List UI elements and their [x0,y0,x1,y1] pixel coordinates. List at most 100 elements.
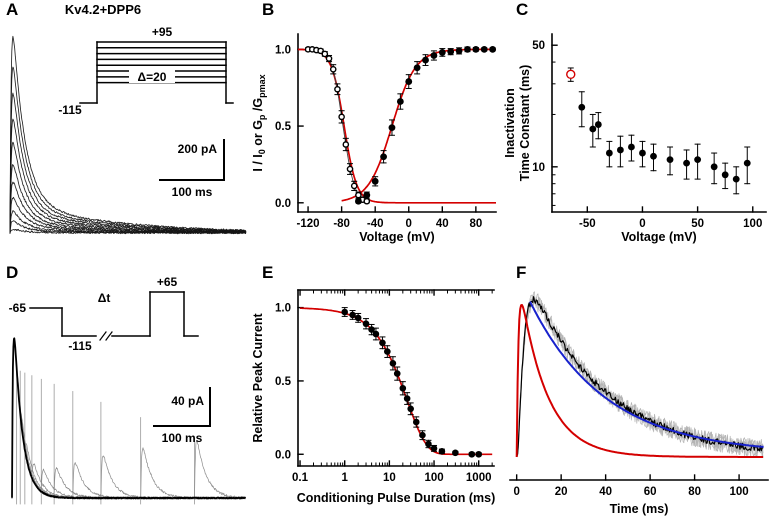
x-axis-label: Voltage (mV) [359,230,434,244]
relative-peak-current-point [425,441,432,448]
y-axis-label: Relative Peak Current [251,313,265,443]
panel-d-letter: D [6,264,18,281]
inactivation-time-constant-point [578,104,585,111]
normalized-peak-conductance-point [464,46,471,53]
x-tick-label: 100 [729,486,748,498]
inactivation-time-constant-point [744,160,751,167]
x-tick-label: 1000 [466,472,492,484]
inactivation-boltzmann-curve [298,49,496,202]
normalized-peak-conductance-point [472,46,479,53]
mean-trace [517,297,763,457]
inactivation-time-constant-point [711,163,718,170]
recovery-time-constant-point [567,70,575,78]
x-tick-label: 50 [691,218,704,230]
x-tick-label: 0.1 [292,472,309,484]
normalized-peak-conductance-point [414,64,421,71]
panel-e-plot: 0.1 1 10 100 1000 0.0 0.5 1.0 Conditioning Pulse… [250,262,502,524]
x-tick-label: 1 [342,472,349,484]
scalebar-current-label: 40 pA [171,394,204,408]
scalebar-time-label: 100 ms [162,431,203,445]
x-tick-label: 80 [688,486,701,498]
normalized-peak-conductance-point [422,57,429,64]
normalized-peak-conductance-point [397,98,404,105]
panel-b: B -120 -80 -40 0 40 80 0.0 0.5 1.0 Voltage (mV) I … [250,0,502,262]
panel-a-letter: A [6,1,18,18]
y-axis-label: I / I0 or Gp /Gpmax [251,74,267,171]
panel-a-plot: +95 Δ=20 -115 200 pA 100 ms [0,0,250,262]
y-tick-label: 1.0 [275,303,291,315]
relative-peak-current-point [390,360,397,367]
relative-peak-current-point [468,451,475,458]
normalized-peak-conductance-point [489,46,496,53]
panel-d-plot: -65 Δt +65 -115 40 pA 100 ms [0,262,250,524]
steady-state-inactivation-point [335,87,340,92]
y-axis-label: Inactivation [503,88,517,157]
scalebar-current-label: 200 pA [178,142,218,156]
inactivation-time-constant-point [639,150,646,157]
panel-e-letter: E [262,264,273,281]
scalebar-time-label: 100 ms [172,185,213,199]
relative-peak-current-point [431,445,438,452]
protocol-pulse-label: +65 [157,275,178,289]
x-tick-label: 0 [639,218,645,230]
y-tick-label: 1.0 [275,44,291,56]
normalized-peak-conductance-point [456,47,463,54]
steady-state-inactivation-point [331,67,336,72]
normalized-peak-conductance-point [389,124,396,131]
relative-peak-current-point [419,432,426,439]
protocol-interval-label: Δt [98,291,111,305]
y-tick-label: 0.0 [275,198,291,210]
normalized-peak-conductance-point [405,78,412,85]
x-tick-label: 60 [644,486,657,498]
panel-c-plot: -50 0 50 1001050Voltage (mV)Inactivation Tim… [502,0,775,262]
relative-peak-current-point [341,309,348,316]
protocol-bottom-label: -115 [58,103,82,117]
y-tick-label: 10 [532,162,545,174]
normalized-peak-conductance-point [447,48,454,55]
x-tick-label: 0 [406,218,412,230]
normalized-peak-conductance-point [431,52,438,59]
raw-trace [517,295,763,457]
x-tick-label: 20 [555,486,568,498]
normalized-peak-conductance-point [355,198,362,205]
x-tick-label: -50 [579,218,596,230]
current-trace [10,119,246,233]
inactivation-time-constant-point [589,126,596,133]
protocol-break-slash [100,332,106,340]
x-tick-label: 80 [469,218,482,230]
relative-peak-current-point [373,331,380,338]
inactivation-time-constant-point [694,156,701,163]
steady-state-inactivation-point [352,183,357,188]
relative-peak-current-point [349,312,356,319]
x-tick-label: 10 [383,472,396,484]
protocol-delta-label: Δ=20 [138,70,167,84]
panel-c-letter: C [516,1,528,18]
inactivation-time-constant-point [628,144,635,151]
relative-peak-current-point [363,320,370,327]
activation-boltzmann-curve [342,49,496,200]
panel-a-title: Kv4.2+DPP6 [38,3,168,16]
panel-e: E 0.1 1 10 100 1000 0.0 0.5 1.0 Conditioning Pul… [250,262,502,524]
steady-state-inactivation-point [347,166,352,171]
relative-peak-current-point [452,450,459,457]
relative-peak-current-point [394,370,401,377]
inactivation-time-constant-point [722,171,729,178]
y-tick-label: 50 [532,40,545,52]
y-tick-label: 0.5 [275,121,292,133]
relative-peak-current-point [379,340,386,347]
exponential-fit-curve [300,308,492,454]
x-tick-label: 100 [743,218,762,230]
steady-state-inactivation-line [308,49,367,201]
relative-peak-current-point [355,315,362,322]
relative-peak-current-point [439,448,446,455]
relative-peak-current-point [384,348,391,355]
relative-peak-current-point [407,406,414,413]
x-tick-label: 100 [424,472,443,484]
panel-d: D -65 Δt +65 -115 40 pA 100 ms [0,262,250,524]
figure-kv42-dpp6: A Kv4.2+DPP6 +95 Δ=20 -115 200 pA 100 ms B -… [0,0,775,524]
protocol-top-label: +95 [152,25,173,39]
inactivation-time-constant-point [667,156,674,163]
normalized-peak-conductance-point [481,46,488,53]
panel-f-plot: 0 20 40 60 80 100 Time (ms) [502,262,775,524]
x-axis-label: Conditioning Pulse Duration (ms) [297,491,496,505]
